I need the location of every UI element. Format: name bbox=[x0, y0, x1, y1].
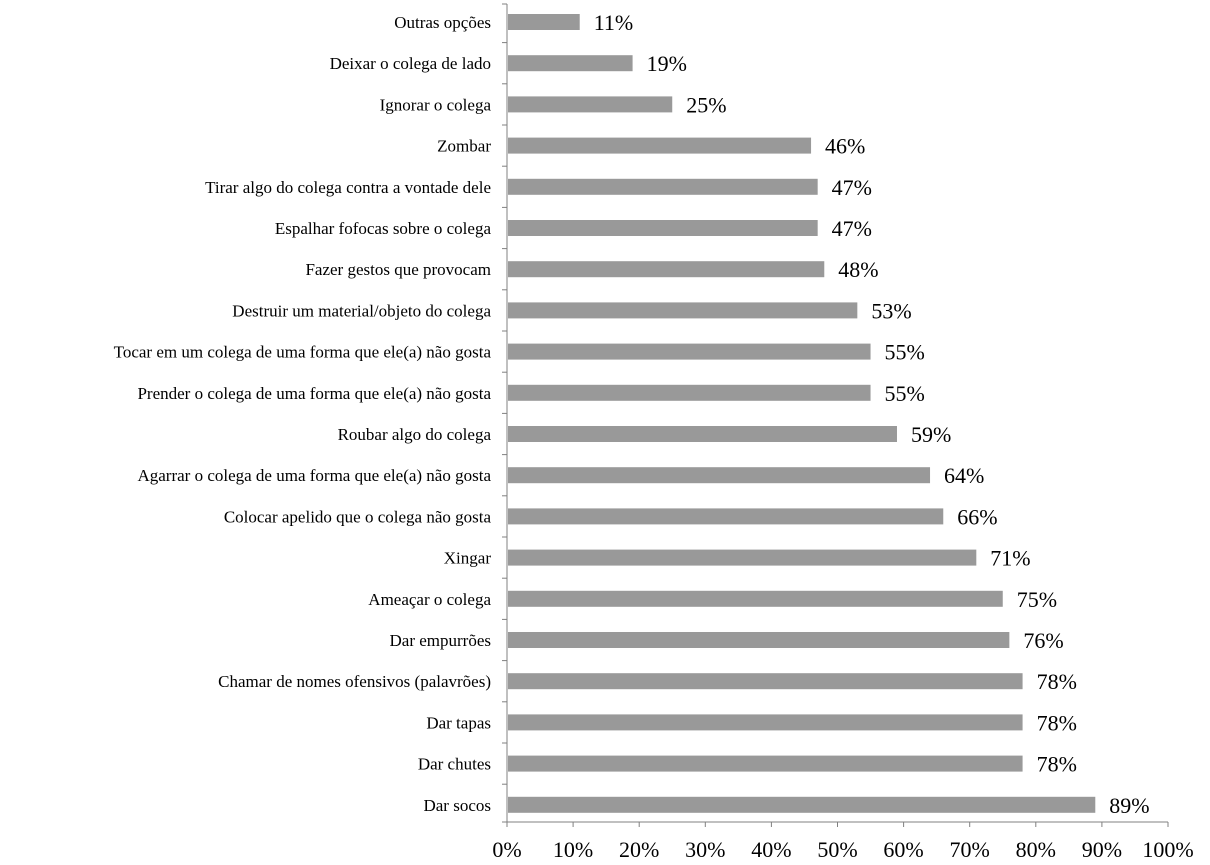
data-label: 55% bbox=[885, 381, 925, 406]
data-label: 71% bbox=[990, 546, 1030, 571]
category-label: Fazer gestos que provocam bbox=[305, 260, 491, 279]
labels-group: Outras opções 11% Deixar o colega de lado 1… bbox=[114, 10, 1150, 818]
data-label: 76% bbox=[1023, 628, 1063, 653]
x-tick-label: 100% bbox=[1142, 837, 1193, 862]
data-label: 46% bbox=[825, 134, 865, 159]
data-label: 75% bbox=[1017, 587, 1057, 612]
bar bbox=[508, 467, 931, 484]
category-label: Ignorar o colega bbox=[380, 95, 492, 114]
data-label: 53% bbox=[871, 298, 911, 323]
x-tick-label: 40% bbox=[751, 837, 791, 862]
category-label: Espalhar fofocas sobre o colega bbox=[275, 219, 492, 238]
data-label: 64% bbox=[944, 463, 984, 488]
category-label: Prender o colega de uma forma que ele(a)… bbox=[137, 384, 491, 403]
bar bbox=[508, 755, 1023, 772]
bar bbox=[508, 632, 1010, 648]
category-label: Dar tapas bbox=[426, 713, 491, 732]
bar bbox=[508, 549, 977, 566]
category-label: Xingar bbox=[444, 549, 492, 568]
bar bbox=[508, 96, 673, 113]
category-label: Destruir um material/objeto do colega bbox=[232, 301, 491, 320]
bar bbox=[508, 384, 871, 401]
bar bbox=[508, 590, 1003, 607]
bar bbox=[508, 426, 897, 442]
bar bbox=[508, 261, 825, 278]
data-label: 78% bbox=[1037, 669, 1077, 694]
data-label: 78% bbox=[1037, 752, 1077, 777]
category-label: Tirar algo do colega contra a vontade de… bbox=[205, 178, 491, 197]
data-label: 25% bbox=[686, 92, 726, 117]
category-label: Roubar algo do colega bbox=[338, 425, 492, 444]
category-label: Dar socos bbox=[423, 796, 491, 815]
bar bbox=[508, 220, 818, 236]
bar bbox=[508, 178, 818, 195]
x-tick-label: 90% bbox=[1082, 837, 1122, 862]
category-label: Chamar de nomes ofensivos (palavrões) bbox=[218, 672, 491, 691]
axis-group: 0% 10% 20% 30% 40% 50% 60% 70% 80% 90% 100% bbox=[492, 3, 1194, 862]
x-tick-label: 50% bbox=[817, 837, 857, 862]
x-tick-label: 60% bbox=[883, 837, 923, 862]
bar bbox=[508, 302, 858, 319]
bars-group bbox=[508, 14, 1096, 813]
data-label: 47% bbox=[832, 216, 872, 241]
data-label: 48% bbox=[838, 257, 878, 282]
data-label: 59% bbox=[911, 422, 951, 447]
bar bbox=[508, 508, 944, 525]
x-tick-label: 70% bbox=[950, 837, 990, 862]
x-tick-label: 20% bbox=[619, 837, 659, 862]
category-label: Dar empurrões bbox=[390, 631, 492, 650]
category-label: Deixar o colega de lado bbox=[330, 54, 491, 73]
category-label: Zombar bbox=[437, 137, 491, 156]
data-label: 47% bbox=[832, 175, 872, 200]
bar bbox=[508, 14, 580, 30]
bar bbox=[508, 343, 871, 360]
data-label: 78% bbox=[1037, 710, 1077, 735]
bar bbox=[508, 714, 1023, 731]
bar bbox=[508, 137, 812, 154]
x-tick-label: 0% bbox=[492, 837, 521, 862]
x-tick-label: 80% bbox=[1016, 837, 1056, 862]
bar bbox=[508, 55, 633, 72]
bar bbox=[508, 796, 1096, 813]
category-label: Ameaçar o colega bbox=[368, 590, 491, 609]
category-label: Tocar em um colega de uma forma que ele(… bbox=[114, 343, 492, 362]
data-label: 66% bbox=[957, 504, 997, 529]
bar bbox=[508, 673, 1023, 690]
category-label: Colocar apelido que o colega não gosta bbox=[224, 507, 492, 526]
data-label: 19% bbox=[647, 51, 687, 76]
category-label: Outras opções bbox=[394, 13, 491, 32]
data-label: 11% bbox=[594, 10, 634, 35]
category-label: Dar chutes bbox=[418, 755, 491, 774]
x-tick-label: 10% bbox=[553, 837, 593, 862]
x-tick-label: 30% bbox=[685, 837, 725, 862]
category-label: Agarrar o colega de uma forma que ele(a)… bbox=[137, 466, 491, 485]
data-label: 55% bbox=[885, 340, 925, 365]
data-label: 89% bbox=[1109, 793, 1149, 818]
